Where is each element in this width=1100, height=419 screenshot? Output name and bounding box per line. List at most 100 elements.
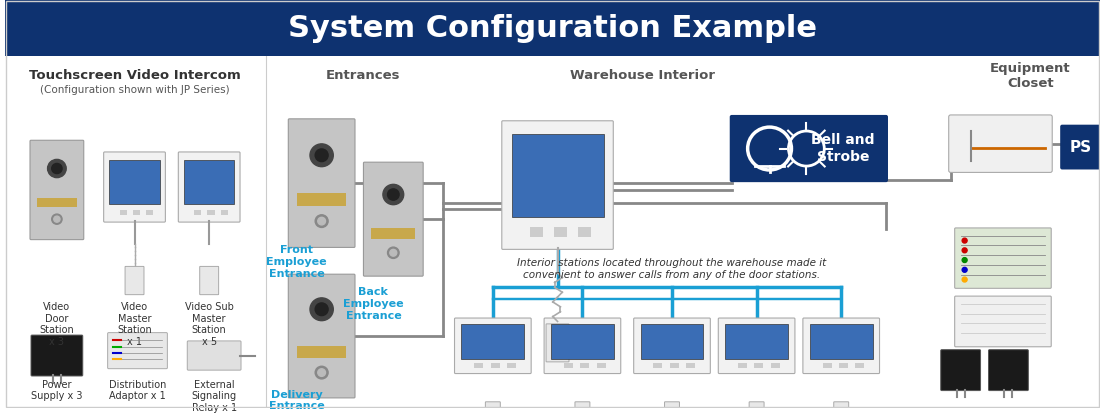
Text: Front
Employee
Entrance: Front Employee Entrance xyxy=(266,246,327,279)
Bar xyxy=(580,363,590,368)
Text: Power
Supply x 3: Power Supply x 3 xyxy=(31,380,82,401)
Circle shape xyxy=(54,216,60,222)
FancyBboxPatch shape xyxy=(200,266,219,295)
Bar xyxy=(686,363,695,368)
FancyBboxPatch shape xyxy=(1060,125,1100,170)
Bar xyxy=(109,160,160,204)
Circle shape xyxy=(383,184,404,205)
FancyBboxPatch shape xyxy=(30,140,84,240)
Text: Video Sub
Master
Station
x 5: Video Sub Master Station x 5 xyxy=(185,302,233,347)
Bar xyxy=(856,363,865,368)
FancyBboxPatch shape xyxy=(103,152,165,222)
FancyBboxPatch shape xyxy=(187,341,241,370)
FancyBboxPatch shape xyxy=(803,318,880,374)
Bar xyxy=(653,363,662,368)
Bar xyxy=(120,210,127,215)
FancyBboxPatch shape xyxy=(544,318,620,374)
FancyBboxPatch shape xyxy=(940,350,980,391)
FancyBboxPatch shape xyxy=(108,333,167,369)
Bar xyxy=(184,160,234,204)
Bar xyxy=(372,228,415,239)
Bar xyxy=(507,363,516,368)
Text: Distribution
Adaptor x 1: Distribution Adaptor x 1 xyxy=(109,380,166,401)
Text: (Configuration shown with JP Series): (Configuration shown with JP Series) xyxy=(40,85,229,95)
FancyBboxPatch shape xyxy=(363,162,424,276)
Bar xyxy=(491,363,499,368)
Bar xyxy=(551,324,614,359)
Bar xyxy=(839,363,848,368)
Bar xyxy=(297,346,346,358)
Bar xyxy=(810,324,872,359)
Circle shape xyxy=(318,217,326,225)
Bar xyxy=(220,210,228,215)
Bar xyxy=(512,134,604,217)
FancyBboxPatch shape xyxy=(718,318,795,374)
Text: Delivery
Entrance: Delivery Entrance xyxy=(268,390,324,411)
Text: Touchscreen Video Intercom: Touchscreen Video Intercom xyxy=(29,70,241,83)
Text: Equipment
Closet: Equipment Closet xyxy=(990,62,1070,90)
FancyBboxPatch shape xyxy=(634,318,711,374)
Circle shape xyxy=(962,248,967,253)
FancyBboxPatch shape xyxy=(485,402,501,419)
Text: System Configuration Example: System Configuration Example xyxy=(288,14,817,43)
Bar xyxy=(462,324,525,359)
Bar xyxy=(208,210,214,215)
Bar xyxy=(474,363,483,368)
Text: Back
Employee
Entrance: Back Employee Entrance xyxy=(343,287,404,321)
Bar xyxy=(725,324,788,359)
Bar xyxy=(37,198,77,207)
FancyBboxPatch shape xyxy=(125,266,144,295)
Circle shape xyxy=(52,214,62,224)
FancyBboxPatch shape xyxy=(989,350,1028,391)
FancyBboxPatch shape xyxy=(955,296,1052,347)
Bar xyxy=(554,227,568,237)
FancyBboxPatch shape xyxy=(502,121,614,249)
Text: Video
Master
Station
x 1: Video Master Station x 1 xyxy=(117,302,152,347)
Circle shape xyxy=(316,215,328,228)
Bar xyxy=(195,210,201,215)
Bar xyxy=(670,363,679,368)
Bar xyxy=(133,210,140,215)
FancyBboxPatch shape xyxy=(546,324,569,362)
FancyBboxPatch shape xyxy=(288,119,355,247)
FancyBboxPatch shape xyxy=(955,228,1052,288)
Bar xyxy=(738,363,747,368)
Circle shape xyxy=(316,366,328,379)
FancyBboxPatch shape xyxy=(834,402,849,419)
Circle shape xyxy=(316,149,328,162)
FancyBboxPatch shape xyxy=(575,402,590,419)
Bar xyxy=(530,227,543,237)
Bar xyxy=(146,210,153,215)
Bar xyxy=(640,324,703,359)
FancyBboxPatch shape xyxy=(948,115,1053,172)
Circle shape xyxy=(387,189,399,200)
Circle shape xyxy=(962,267,967,272)
FancyBboxPatch shape xyxy=(31,335,82,376)
Text: PS: PS xyxy=(1070,140,1092,155)
Circle shape xyxy=(962,258,967,263)
Circle shape xyxy=(47,159,66,178)
FancyBboxPatch shape xyxy=(288,274,355,398)
Circle shape xyxy=(962,238,967,243)
Circle shape xyxy=(310,144,333,167)
Text: Bell and
Strobe: Bell and Strobe xyxy=(812,133,874,164)
FancyBboxPatch shape xyxy=(729,115,888,182)
Text: Entrances: Entrances xyxy=(327,70,400,83)
Bar xyxy=(6,0,1100,57)
Circle shape xyxy=(962,277,967,282)
FancyBboxPatch shape xyxy=(664,402,680,419)
Bar xyxy=(6,57,1100,408)
Bar xyxy=(297,193,346,206)
Text: Video
Door
Station
x 3: Video Door Station x 3 xyxy=(40,302,75,347)
Bar xyxy=(771,363,780,368)
Circle shape xyxy=(52,163,62,173)
Circle shape xyxy=(310,298,333,321)
Circle shape xyxy=(387,247,399,259)
Bar xyxy=(579,227,592,237)
Text: External
Signaling
Relay x 1: External Signaling Relay x 1 xyxy=(191,380,236,413)
FancyBboxPatch shape xyxy=(178,152,240,222)
Text: Warehouse Interior: Warehouse Interior xyxy=(570,70,715,83)
Bar xyxy=(755,363,763,368)
FancyBboxPatch shape xyxy=(749,402,764,419)
Bar xyxy=(564,363,573,368)
